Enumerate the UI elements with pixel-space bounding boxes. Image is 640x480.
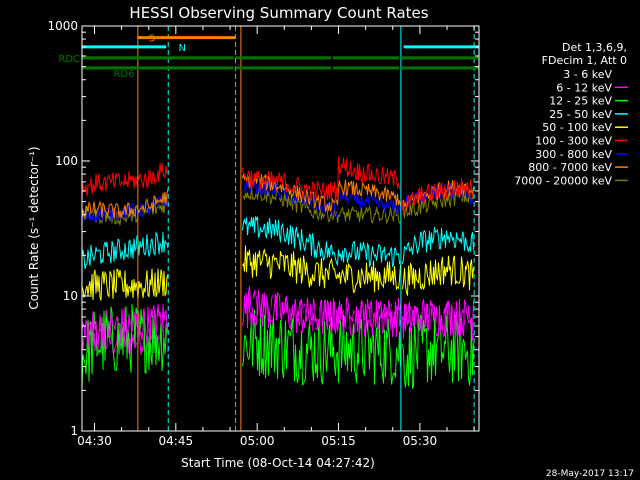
- legend-label-5: 100 - 300 keV: [535, 135, 612, 148]
- legend-label-8: 7000 - 20000 keV: [514, 174, 612, 187]
- chart-title: HESSI Observing Summary Count Rates: [129, 4, 428, 22]
- x-tick-label-1: 04:45: [159, 434, 194, 448]
- legend-label-7: 800 - 7000 keV: [528, 161, 612, 174]
- x-tick-label-3: 05:15: [321, 434, 356, 448]
- y-tick-label-0: 1: [70, 424, 78, 438]
- y-tick-label-3: 1000: [47, 19, 78, 33]
- x-tick-label-0: 04:30: [77, 434, 112, 448]
- x-axis-label: Start Time (08-Oct-14 04:27:42): [181, 456, 375, 470]
- legend-label-6: 300 - 800 keV: [535, 148, 612, 161]
- series-line-1-seg-0: [82, 188, 169, 219]
- legend: Det 1,3,6,9, FDecim 1, Att 0 3 - 6 keV6 …: [514, 41, 628, 187]
- series-line-6-seg-2: [402, 298, 474, 341]
- flag-label-s: S: [149, 34, 155, 45]
- legend-header-line-1: Det 1,3,6,9,: [562, 41, 627, 54]
- flag-label-n: N: [179, 43, 186, 54]
- series-line-8-seg-1: [242, 271, 401, 382]
- y-tick-label-1: 10: [63, 289, 78, 303]
- flag-label-rd6: RD6: [113, 69, 134, 80]
- series-line-8-seg-2: [402, 297, 474, 397]
- legend-label-2: 12 - 25 keV: [549, 95, 612, 108]
- series-line-3-seg-1: [242, 186, 401, 224]
- axis-ticks: 04:30 04:45 05:00 05:15 05:30 1 10 100 1000: [47, 19, 479, 448]
- legend-label-4: 50 - 100 keV: [542, 121, 612, 134]
- x-tick-label-4: 05:30: [403, 434, 438, 448]
- series-line-6-seg-0: [82, 304, 169, 348]
- series-line-7-seg-1: [242, 309, 401, 386]
- x-tick-label-2: 05:00: [240, 434, 275, 448]
- series-line-4-seg-1: [242, 216, 401, 268]
- series-line-5-seg-2: [402, 255, 474, 296]
- series-line-0-seg-0: [82, 162, 169, 197]
- series-line-7-seg-2: [402, 314, 474, 389]
- series-line-0-seg-1: [242, 156, 401, 202]
- series-line-5-seg-1: [242, 245, 401, 294]
- series-line-6-seg-1: [242, 290, 401, 338]
- series-line-4-seg-2: [402, 227, 474, 265]
- series-line-4-seg-0: [82, 231, 169, 270]
- y-axis-label: Count Rate (s⁻¹ detector⁻¹): [27, 146, 41, 309]
- plot-frame: [81, 25, 480, 432]
- series-line-2-seg-1: [242, 178, 401, 218]
- series-line-5-seg-0: [82, 268, 169, 301]
- series-line-0-seg-2: [402, 178, 474, 216]
- flag-label-rdc: RDC: [58, 54, 80, 65]
- footer-date: 28-May-2017 13:17: [546, 469, 634, 479]
- series-line-8-seg-0: [82, 291, 169, 431]
- legend-label-3: 25 - 50 keV: [549, 108, 612, 121]
- legend-header-line-2: FDecim 1, Att 0: [542, 54, 627, 67]
- y-tick-label-2: 100: [55, 154, 78, 168]
- legend-label-0: 3 - 6 keV: [563, 68, 612, 81]
- legend-label-1: 6 - 12 keV: [556, 81, 612, 94]
